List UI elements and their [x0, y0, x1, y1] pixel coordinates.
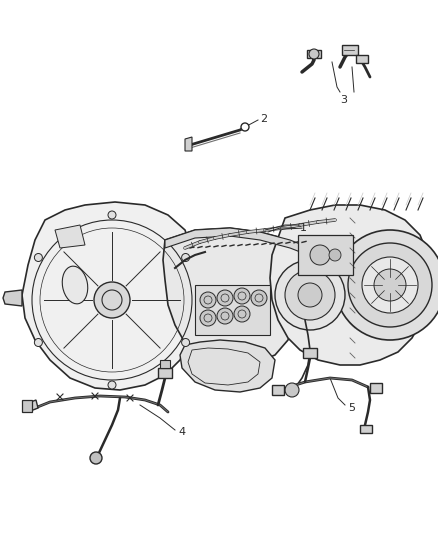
Bar	[160, 360, 170, 368]
Bar	[298, 235, 353, 275]
Polygon shape	[185, 137, 192, 151]
Bar	[22, 400, 32, 412]
Polygon shape	[25, 400, 38, 412]
Polygon shape	[165, 228, 320, 260]
Circle shape	[35, 254, 42, 262]
Circle shape	[182, 338, 190, 346]
Circle shape	[285, 383, 299, 397]
Circle shape	[108, 381, 116, 389]
Circle shape	[200, 292, 216, 308]
Text: 5: 5	[348, 403, 355, 413]
Bar	[303, 348, 317, 358]
Polygon shape	[3, 290, 22, 306]
Circle shape	[94, 282, 130, 318]
Bar	[272, 385, 284, 395]
Circle shape	[241, 123, 249, 131]
Circle shape	[234, 306, 250, 322]
Circle shape	[182, 254, 190, 262]
Polygon shape	[180, 340, 275, 392]
Circle shape	[310, 245, 330, 265]
Circle shape	[108, 211, 116, 219]
Bar	[356, 55, 368, 63]
Circle shape	[234, 288, 250, 304]
Circle shape	[348, 243, 432, 327]
Circle shape	[374, 269, 406, 301]
Circle shape	[309, 49, 319, 59]
Circle shape	[329, 249, 341, 261]
Circle shape	[200, 310, 216, 326]
Polygon shape	[22, 202, 200, 390]
Ellipse shape	[62, 266, 88, 304]
Bar	[370, 383, 382, 393]
Polygon shape	[55, 225, 85, 248]
Bar	[342, 45, 358, 55]
Circle shape	[362, 257, 418, 313]
Circle shape	[90, 452, 102, 464]
Circle shape	[335, 230, 438, 340]
Bar	[307, 50, 321, 58]
Polygon shape	[270, 205, 430, 365]
Polygon shape	[195, 285, 270, 335]
Circle shape	[275, 260, 345, 330]
Text: 4: 4	[178, 427, 185, 437]
Text: 1: 1	[300, 223, 307, 233]
Circle shape	[298, 283, 322, 307]
Bar	[360, 425, 372, 433]
Bar	[158, 368, 172, 378]
Circle shape	[285, 270, 335, 320]
Circle shape	[35, 338, 42, 346]
Polygon shape	[163, 228, 308, 365]
Circle shape	[217, 290, 233, 306]
Circle shape	[251, 290, 267, 306]
Text: 3: 3	[340, 95, 347, 105]
Circle shape	[217, 308, 233, 324]
Text: 2: 2	[260, 114, 267, 124]
